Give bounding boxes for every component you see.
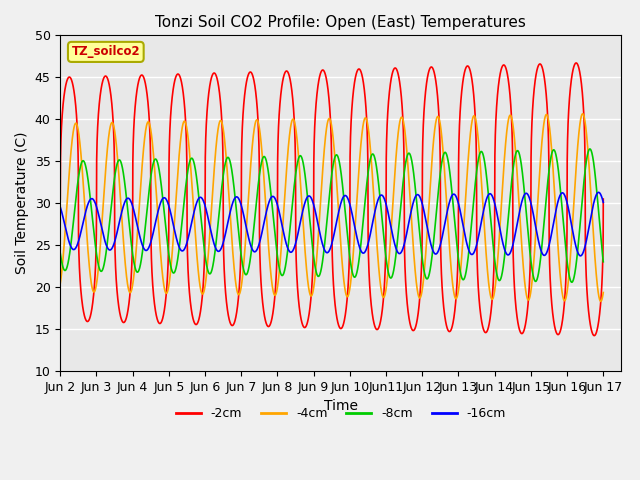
-2cm bbox=[572, 60, 580, 66]
-4cm bbox=[579, 111, 586, 117]
-2cm bbox=[410, 328, 417, 334]
Line: -8cm: -8cm bbox=[60, 149, 604, 282]
-4cm bbox=[410, 246, 417, 252]
-4cm bbox=[56, 280, 64, 286]
-2cm bbox=[155, 320, 163, 326]
Legend: -2cm, -4cm, -8cm, -16cm: -2cm, -4cm, -8cm, -16cm bbox=[171, 402, 511, 425]
-8cm bbox=[600, 259, 607, 264]
Title: Tonzi Soil CO2 Profile: Open (East) Temperatures: Tonzi Soil CO2 Profile: Open (East) Temp… bbox=[156, 15, 526, 30]
Line: -16cm: -16cm bbox=[60, 192, 604, 256]
-2cm bbox=[591, 333, 598, 338]
-16cm bbox=[264, 204, 271, 209]
-8cm bbox=[503, 232, 511, 238]
-8cm bbox=[264, 165, 271, 171]
-8cm bbox=[568, 279, 575, 285]
-4cm bbox=[264, 232, 271, 238]
-16cm bbox=[461, 235, 469, 240]
-2cm bbox=[503, 68, 511, 74]
-2cm bbox=[56, 196, 64, 202]
-16cm bbox=[155, 205, 163, 211]
-8cm bbox=[56, 250, 64, 256]
Line: -4cm: -4cm bbox=[60, 114, 604, 301]
Line: -2cm: -2cm bbox=[60, 63, 604, 336]
-4cm bbox=[461, 197, 469, 203]
-16cm bbox=[577, 253, 584, 259]
-4cm bbox=[597, 299, 605, 304]
-16cm bbox=[600, 200, 607, 205]
-2cm bbox=[461, 66, 469, 72]
-8cm bbox=[382, 254, 390, 260]
-16cm bbox=[56, 204, 64, 210]
-4cm bbox=[155, 228, 163, 234]
-2cm bbox=[382, 235, 390, 241]
-16cm bbox=[410, 199, 417, 205]
-16cm bbox=[382, 201, 390, 206]
-4cm bbox=[503, 129, 511, 135]
-2cm bbox=[600, 196, 607, 202]
-16cm bbox=[503, 251, 511, 257]
-16cm bbox=[595, 190, 602, 195]
-8cm bbox=[586, 146, 594, 152]
-8cm bbox=[461, 272, 469, 278]
-2cm bbox=[264, 324, 271, 329]
Text: TZ_soilco2: TZ_soilco2 bbox=[72, 46, 140, 59]
-4cm bbox=[600, 289, 607, 295]
Y-axis label: Soil Temperature (C): Soil Temperature (C) bbox=[15, 132, 29, 275]
-8cm bbox=[410, 168, 417, 174]
-4cm bbox=[382, 287, 390, 293]
-8cm bbox=[155, 166, 163, 171]
X-axis label: Time: Time bbox=[324, 399, 358, 413]
